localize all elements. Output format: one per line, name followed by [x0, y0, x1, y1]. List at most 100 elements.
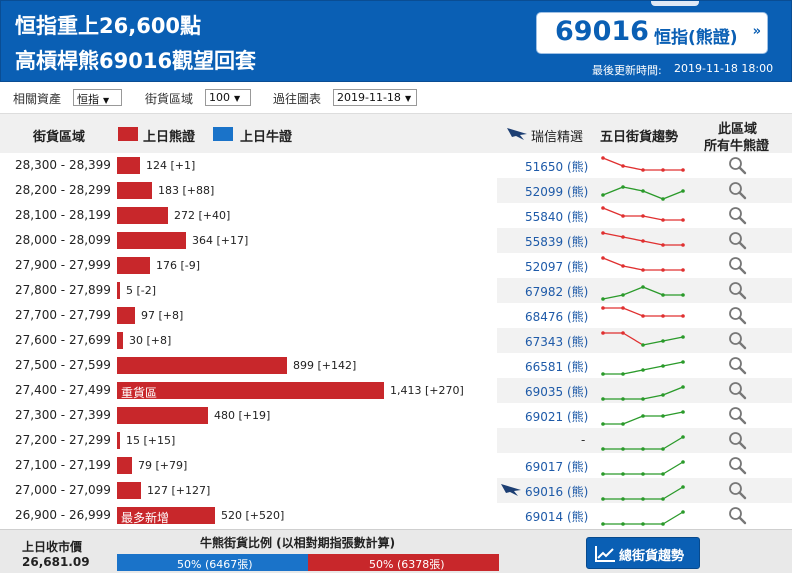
bar-value-label: 5 [-2]: [126, 284, 157, 297]
warrant-code-link[interactable]: 51650 (熊): [525, 160, 589, 174]
table-row: 27,100 - 27,199 79 [+79] 69017 (熊): [0, 453, 792, 478]
trend-segment: [622, 265, 644, 271]
table-row: 26,900 - 26,999 最多新增 520 [+520] 69014 (熊): [0, 503, 792, 528]
warrant-code-link[interactable]: 66581 (熊): [525, 360, 589, 374]
chart-date-label: 過往圖表: [273, 92, 322, 106]
trend-point: [681, 485, 685, 489]
trend-point: [641, 314, 645, 318]
warrant-code-link[interactable]: 69017 (熊): [525, 460, 589, 474]
trend-point: [621, 372, 625, 376]
trend-point: [661, 218, 665, 222]
warrant-code-link[interactable]: 69021 (熊): [525, 410, 589, 424]
five-day-trend-sparkline: [601, 485, 685, 501]
search-icon[interactable]: [728, 306, 747, 325]
bear-outstanding-bar: [117, 432, 120, 449]
trend-point: [601, 447, 605, 451]
trend-segment: [642, 215, 664, 221]
search-icon[interactable]: [728, 206, 747, 225]
zone-range: 27,100 - 27,199: [15, 458, 111, 472]
trend-point: [641, 285, 645, 289]
trend-point: [681, 218, 685, 222]
trend-segment: [642, 190, 664, 200]
warrant-code-link[interactable]: 69016 (熊): [525, 485, 589, 499]
trend-point: [641, 268, 645, 272]
trend-segment: [622, 236, 644, 242]
search-icon[interactable]: [728, 381, 747, 400]
quote-link[interactable]: 69016 恒指(熊證) »: [536, 12, 768, 54]
asset-select[interactable]: 恒指 ▼: [73, 89, 122, 106]
search-icon[interactable]: [728, 181, 747, 200]
chart-date-select[interactable]: 2019-11-18 ▼: [333, 89, 417, 106]
search-icon[interactable]: [728, 231, 747, 250]
total-trend-button[interactable]: 總街貨趨勢: [586, 537, 700, 569]
trend-point: [621, 293, 625, 297]
double-chevron-right-icon: »: [752, 24, 761, 39]
warrant-code-link[interactable]: 52099 (熊): [525, 185, 589, 199]
trend-segment: [622, 369, 644, 375]
search-icon[interactable]: [728, 256, 747, 275]
zone-range: 26,900 - 26,999: [15, 508, 111, 522]
trend-point: [661, 339, 665, 343]
zone-select[interactable]: 100 ▼: [205, 89, 251, 106]
trend-point: [641, 239, 645, 243]
search-icon[interactable]: [728, 481, 747, 500]
search-icon[interactable]: [728, 506, 747, 525]
warrant-code-link[interactable]: 67343 (熊): [525, 335, 589, 349]
chart-date-value: 2019-11-18: [337, 91, 401, 104]
quote-code: 69016: [555, 16, 649, 47]
bear-outstanding-bar: [117, 282, 120, 299]
bull-ratio-segment: 50% (6467張): [117, 554, 308, 571]
trend-point: [641, 522, 645, 526]
zone-range: 27,200 - 27,299: [15, 433, 111, 447]
search-icon[interactable]: [728, 406, 747, 425]
warrant-code-link[interactable]: 67982 (熊): [525, 285, 589, 299]
trend-point: [681, 410, 685, 414]
table-row: 27,700 - 27,799 97 [+8] 68476 (熊): [0, 303, 792, 328]
search-icon[interactable]: [728, 281, 747, 300]
trend-segment: [622, 307, 644, 317]
trend-point: [661, 472, 665, 476]
eagle-icon: [507, 128, 527, 140]
trend-point: [621, 497, 625, 501]
search-icon[interactable]: [728, 331, 747, 350]
trend-point: [641, 397, 645, 401]
trend-segment: [662, 511, 684, 525]
zone-range: 28,300 - 28,399: [15, 158, 111, 172]
search-icon[interactable]: [728, 456, 747, 475]
trend-point: [621, 422, 625, 426]
trend-point: [621, 264, 625, 268]
warrant-code-link[interactable]: 55839 (熊): [525, 235, 589, 249]
asset-label: 相關資產: [13, 92, 62, 106]
row-stripe: [497, 328, 792, 353]
trend-point: [681, 243, 685, 247]
zone-range: 27,900 - 27,999: [15, 258, 111, 272]
trend-point: [681, 293, 685, 297]
warrant-code-link[interactable]: 69014 (熊): [525, 510, 589, 524]
col-trend: 五日街貨趨勢: [600, 130, 679, 145]
close-price-label: 上日收市價: [22, 540, 83, 554]
bull-legend-swatch: [213, 127, 233, 141]
bar-value-label: 15 [+15]: [126, 434, 176, 447]
trend-segment: [662, 436, 684, 450]
search-icon[interactable]: [728, 356, 747, 375]
search-icon[interactable]: [728, 156, 747, 175]
col-all-line1: 此區域: [718, 122, 758, 137]
warrant-code-link: -: [581, 433, 586, 447]
trend-segment: [602, 257, 624, 267]
zone-range: 28,200 - 28,299: [15, 183, 111, 197]
trend-point: [641, 497, 645, 501]
trend-point: [621, 472, 625, 476]
trend-point: [661, 364, 665, 368]
search-icon[interactable]: [728, 431, 747, 450]
trend-point: [601, 472, 605, 476]
trend-segment: [622, 286, 644, 296]
five-day-trend-sparkline: [601, 256, 685, 272]
warrant-code-link[interactable]: 52097 (熊): [525, 260, 589, 274]
warrant-code-link[interactable]: 68476 (熊): [525, 310, 589, 324]
warrant-code-link[interactable]: 69035 (熊): [525, 385, 589, 399]
warrant-code-link[interactable]: 55840 (熊): [525, 210, 589, 224]
trend-segment: [662, 361, 684, 367]
dropdown-arrow-icon: ▼: [404, 94, 412, 103]
trend-point: [601, 206, 605, 210]
bear-outstanding-bar: [117, 157, 140, 174]
